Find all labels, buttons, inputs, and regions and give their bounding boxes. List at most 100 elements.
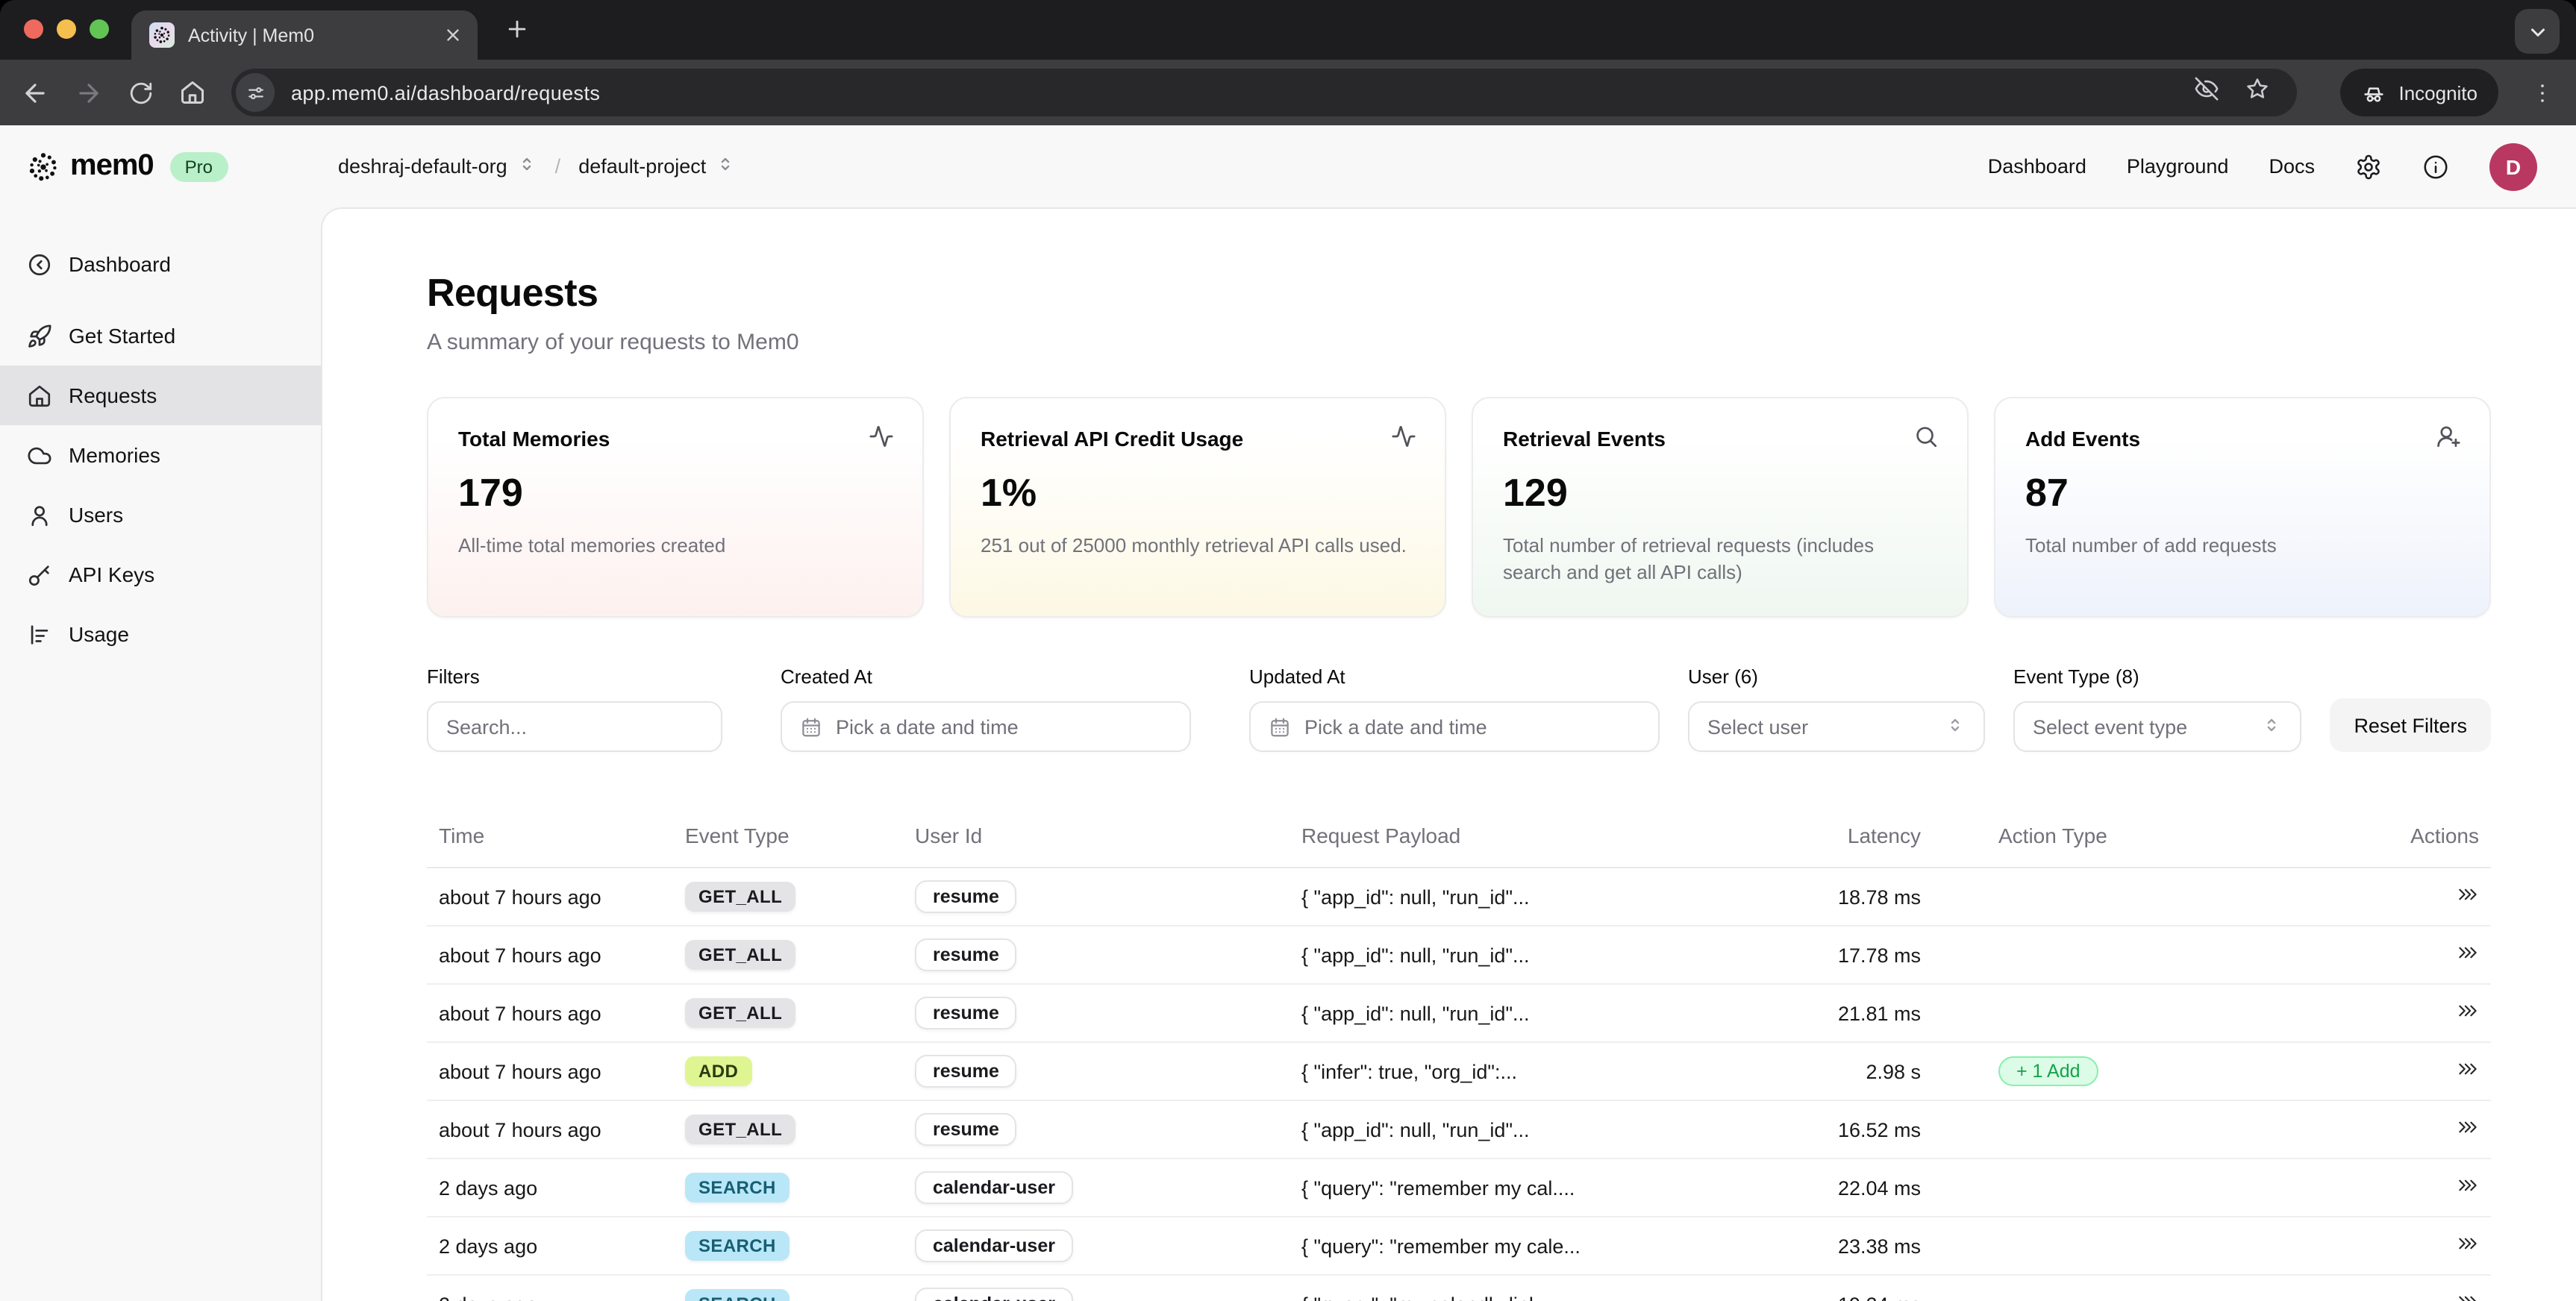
new-tab-button[interactable]: [504, 16, 530, 42]
window-controls: [24, 19, 109, 39]
cell-time: 2 days ago: [439, 1235, 538, 1257]
table-row[interactable]: 2 days ago SEARCH calendar-user { "query…: [427, 1217, 2491, 1276]
breadcrumb: deshraj-default-org / default-project: [338, 154, 736, 179]
reading-mode-hidden-icon[interactable]: [2194, 76, 2219, 109]
cell-time: about 7 hours ago: [439, 944, 601, 966]
row-actions-button[interactable]: [2457, 1291, 2479, 1301]
site-settings-icon[interactable]: [236, 73, 275, 112]
calendar-icon: [1269, 715, 1291, 738]
browser-toolbar: app.mem0.ai/dashboard/requests Incognito: [0, 60, 2576, 125]
help-info-icon[interactable]: [2422, 153, 2449, 180]
sidebar-item-requests[interactable]: Requests: [0, 366, 321, 425]
cell-request-payload: { "app_id": null, "run_id"...: [1301, 885, 1530, 908]
history-icon: [27, 251, 52, 277]
sidebar-item-label: Get Started: [69, 324, 176, 348]
browser-menu-button[interactable]: [2530, 80, 2555, 105]
event-type-select[interactable]: Select event type: [2013, 701, 2301, 752]
created-at-placeholder: Pick a date and time: [836, 715, 1019, 738]
sidebar-item-get-started[interactable]: Get Started: [0, 306, 321, 366]
table-row[interactable]: about 7 hours ago ADD resume { "infer": …: [427, 1043, 2491, 1101]
action-type-chip: + 1 Add: [1998, 1056, 2098, 1086]
row-actions-button[interactable]: [2457, 1116, 2479, 1138]
tab-title: Activity | Mem0: [188, 25, 315, 46]
address-bar[interactable]: app.mem0.ai/dashboard/requests: [231, 69, 2298, 116]
cloud-icon: [27, 442, 52, 468]
cell-user-id: calendar-user: [915, 1229, 1301, 1262]
row-actions-button[interactable]: [2457, 1174, 2479, 1197]
row-actions-button[interactable]: [2457, 1232, 2479, 1255]
cell-actions: [2279, 883, 2491, 910]
row-actions-button[interactable]: [2457, 1058, 2479, 1080]
mem0-logo[interactable]: mem0 Pro: [27, 149, 228, 184]
user-id-badge: calendar-user: [915, 1229, 1073, 1262]
user-icon: [27, 502, 52, 527]
back-button[interactable]: [21, 78, 49, 107]
settings-gear-icon[interactable]: [2355, 153, 2382, 180]
user-id-badge: resume: [915, 1113, 1017, 1146]
cell-user-id: resume: [915, 938, 1301, 971]
search-input[interactable]: [427, 701, 722, 752]
sidebar-item-api-keys[interactable]: API Keys: [0, 545, 321, 604]
row-actions-button[interactable]: [2457, 883, 2479, 906]
cell-user-id: resume: [915, 997, 1301, 1029]
filter-created-label: Created At: [781, 665, 872, 688]
filter-search-label: Filters: [427, 665, 480, 688]
cell-event-type: GET_ALL: [685, 1115, 915, 1144]
cell-event-type: GET_ALL: [685, 998, 915, 1028]
user-select-value: Select user: [1707, 715, 1809, 738]
forward-button[interactable]: [75, 78, 103, 107]
tab-close-icon[interactable]: [443, 25, 463, 45]
breadcrumb-separator: /: [554, 155, 561, 178]
table-row[interactable]: 2 days ago SEARCH calendar-user { "query…: [427, 1276, 2491, 1301]
created-at-picker[interactable]: Pick a date and time: [781, 701, 1191, 752]
sidebar-item-memories[interactable]: Memories: [0, 425, 321, 485]
minimize-window-button[interactable]: [57, 19, 76, 39]
project-selector[interactable]: default-project: [578, 154, 736, 179]
org-selector[interactable]: deshraj-default-org: [338, 154, 537, 179]
nav-link-dashboard[interactable]: Dashboard: [1987, 155, 2086, 178]
filter-user-label: User (6): [1688, 665, 1758, 688]
filter-event-label: Event Type (8): [2013, 665, 2139, 688]
sidebar-item-label: Usage: [69, 622, 129, 646]
table-row[interactable]: about 7 hours ago GET_ALL resume { "app_…: [427, 927, 2491, 985]
col-time: Time: [439, 823, 485, 847]
maximize-window-button[interactable]: [90, 19, 109, 39]
sidebar-item-usage[interactable]: Usage: [0, 604, 321, 664]
home-button[interactable]: [179, 79, 206, 106]
row-actions-button[interactable]: [2457, 1000, 2479, 1022]
table-row[interactable]: about 7 hours ago GET_ALL resume { "app_…: [427, 1101, 2491, 1159]
tab-overview-button[interactable]: [2515, 9, 2560, 54]
mem0-logo-icon: [27, 150, 60, 183]
table-row[interactable]: 2 days ago SEARCH calendar-user { "query…: [427, 1159, 2491, 1217]
sidebar-item-dashboard[interactable]: Dashboard: [0, 234, 321, 294]
stat-card-total-memories: Total Memories 179 All-time total memori…: [427, 397, 924, 618]
stat-card-title: Add Events: [2025, 427, 2141, 451]
sidebar-item-label: Users: [69, 503, 124, 527]
col-event-type: Event Type: [685, 823, 790, 847]
nav-link-docs[interactable]: Docs: [2269, 155, 2315, 178]
bookmark-star-icon[interactable]: [2245, 76, 2270, 109]
reload-button[interactable]: [128, 80, 154, 105]
filter-created-group: Created At Pick a date and time: [781, 665, 1191, 752]
table-row[interactable]: about 7 hours ago GET_ALL resume { "app_…: [427, 985, 2491, 1043]
user-id-badge: resume: [915, 997, 1017, 1029]
close-window-button[interactable]: [24, 19, 43, 39]
home-icon: [27, 383, 52, 408]
user-select[interactable]: Select user: [1688, 701, 1985, 752]
browser-tab[interactable]: Activity | Mem0: [131, 10, 478, 60]
user-id-badge: calendar-user: [915, 1288, 1073, 1301]
event-type-badge: GET_ALL: [685, 1115, 796, 1144]
cell-event-type: SEARCH: [685, 1173, 915, 1203]
cell-latency: 21.81 ms: [1837, 1002, 1921, 1024]
nav-link-playground[interactable]: Playground: [2126, 155, 2229, 178]
updated-at-picker[interactable]: Pick a date and time: [1249, 701, 1660, 752]
sidebar-item-users[interactable]: Users: [0, 485, 321, 545]
cell-event-type: GET_ALL: [685, 940, 915, 970]
table-row[interactable]: about 7 hours ago GET_ALL resume { "app_…: [427, 868, 2491, 927]
stat-card-value: 129: [1503, 470, 1568, 515]
reset-filters-button[interactable]: Reset Filters: [2330, 698, 2491, 752]
row-actions-button[interactable]: [2457, 941, 2479, 964]
avatar[interactable]: D: [2489, 142, 2537, 190]
cell-latency: 16.52 ms: [1837, 1118, 1921, 1141]
